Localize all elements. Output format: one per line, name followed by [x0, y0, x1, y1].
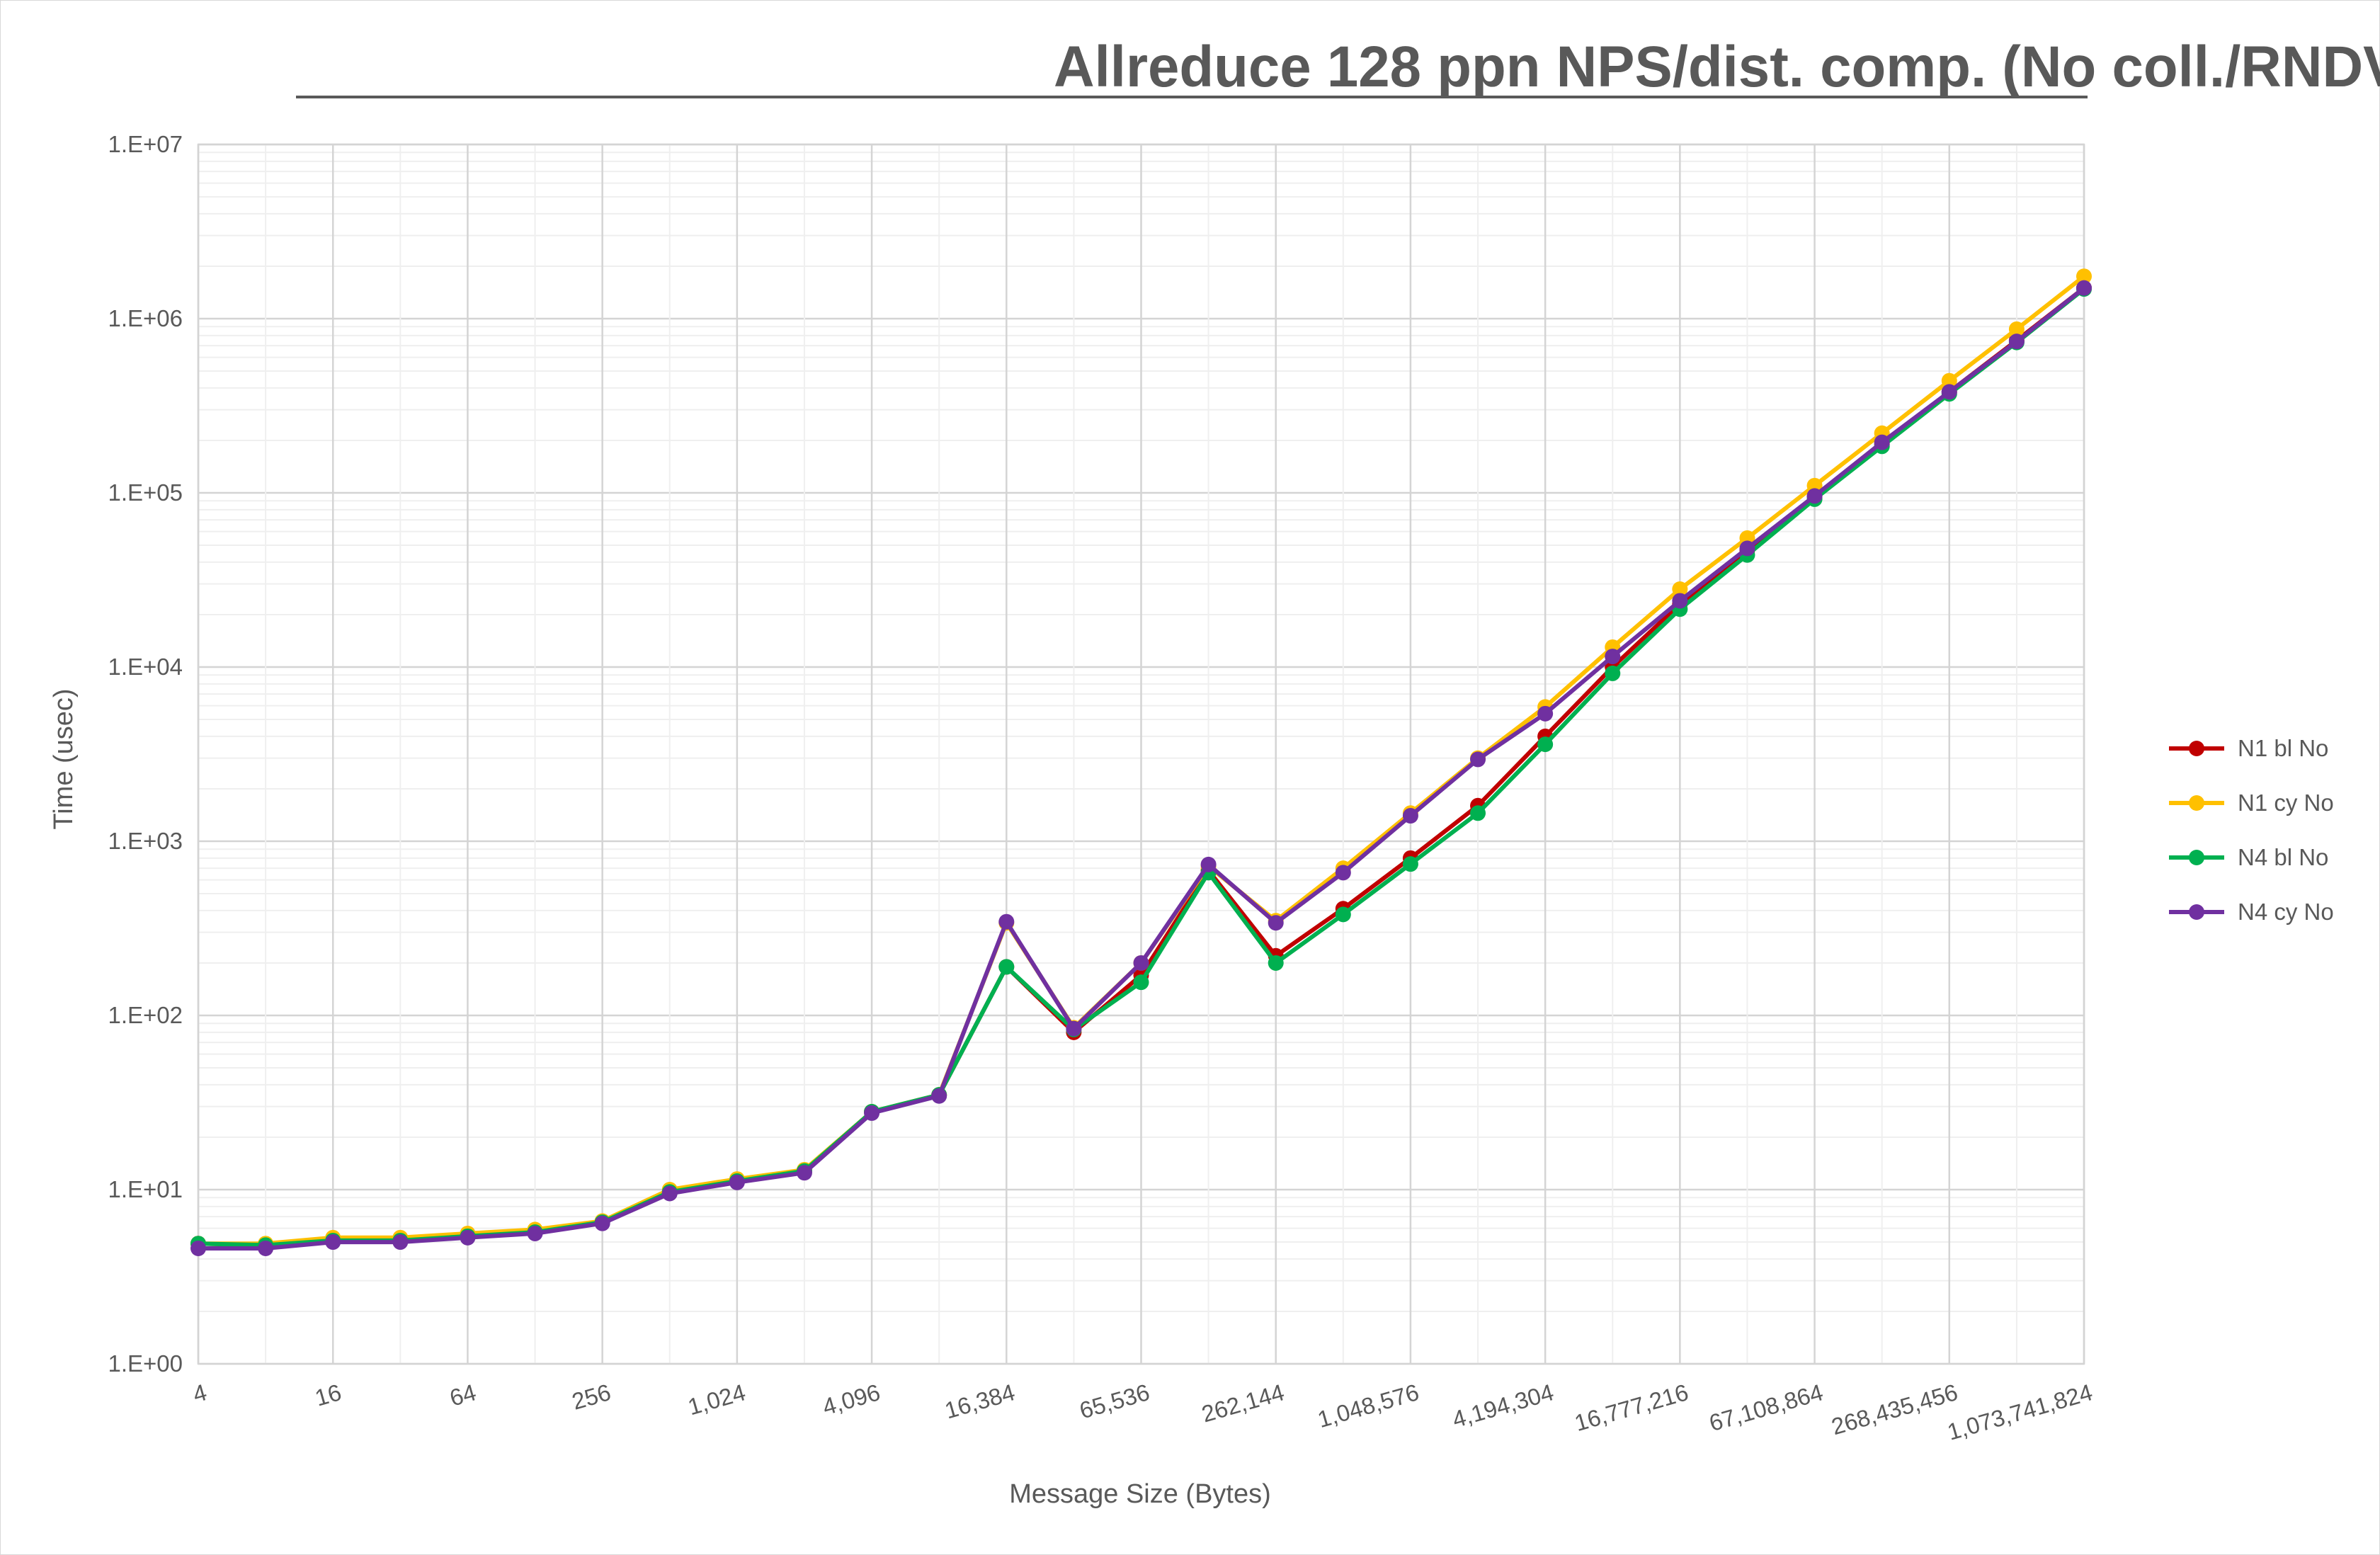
data-point: [1133, 955, 1149, 971]
x-tick-label: 256: [569, 1379, 613, 1415]
data-point: [729, 1174, 745, 1190]
data-point: [1941, 384, 1957, 400]
data-point: [1470, 751, 1486, 768]
y-tick-label: 1.E+05: [108, 479, 183, 506]
data-point: [325, 1234, 341, 1251]
data-point: [1537, 705, 1554, 722]
data-point: [1537, 736, 1554, 753]
data-point: [998, 913, 1015, 930]
legend-item: N4 cy No: [2169, 899, 2334, 925]
x-tick-label: 65,536: [1076, 1379, 1152, 1423]
legend-swatch-marker: [2189, 741, 2204, 756]
data-point: [2076, 280, 2092, 296]
data-point: [661, 1185, 678, 1202]
data-point: [1605, 665, 1621, 681]
data-point: [931, 1088, 947, 1104]
data-point: [1200, 856, 1217, 872]
data-point: [1268, 955, 1284, 971]
legend-label: N4 cy No: [2238, 899, 2334, 925]
x-tick-label: 16: [312, 1379, 344, 1411]
x-tick-label: 1,048,576: [1315, 1379, 1422, 1432]
data-point: [392, 1234, 409, 1251]
data-point: [1739, 540, 1755, 557]
data-point: [1806, 488, 1823, 504]
data-point: [1066, 1020, 1082, 1037]
legend-label: N1 bl No: [2238, 735, 2328, 761]
legend-label: N4 bl No: [2238, 844, 2328, 870]
data-point: [998, 959, 1015, 975]
x-tick-label: 1,024: [685, 1379, 748, 1420]
data-point: [1672, 593, 1688, 609]
legend-item: N4 bl No: [2169, 844, 2328, 870]
y-tick-label: 1.E+02: [108, 1002, 183, 1028]
data-point: [796, 1165, 812, 1181]
legend-item: N1 cy No: [2169, 790, 2334, 816]
data-point: [1941, 372, 1957, 389]
data-point: [1402, 808, 1418, 824]
data-point: [1605, 649, 1621, 665]
data-point: [1268, 915, 1284, 931]
data-point: [864, 1105, 880, 1121]
y-axis-title: Time (usec): [49, 688, 79, 829]
legend-swatch-marker: [2189, 904, 2204, 920]
x-tick-label: 16,777,216: [1571, 1379, 1691, 1436]
data-point: [1402, 856, 1418, 872]
x-tick-label: 16,384: [942, 1379, 1018, 1423]
data-point: [594, 1215, 610, 1231]
data-point: [2008, 321, 2025, 337]
y-tick-label: 1.E+00: [108, 1350, 183, 1377]
legend-swatch-marker: [2189, 850, 2204, 865]
x-axis-ticks: 4 16 64 256 1,024 4,096 16,384 65,536 262,144 1,0…: [190, 1379, 2095, 1445]
data-point: [460, 1229, 476, 1246]
x-axis-title: Message Size (Bytes): [1009, 1479, 1271, 1509]
legend-label: N1 cy No: [2238, 790, 2334, 816]
x-tick-label: 4: [190, 1379, 210, 1408]
y-axis-ticks: 1.E+00 1.E+01 1.E+02 1.E+03 1.E+04 1.E+05 1.E+…: [108, 131, 183, 1377]
data-point: [258, 1240, 274, 1256]
y-tick-label: 1.E+04: [108, 654, 183, 680]
data-point: [1133, 974, 1149, 991]
y-tick-label: 1.E+03: [108, 828, 183, 854]
data-point: [1335, 906, 1351, 923]
data-point: [2008, 334, 2025, 350]
x-tick-label: 4,096: [819, 1379, 883, 1420]
x-tick-label: 67,108,864: [1707, 1379, 1826, 1436]
data-point: [527, 1225, 543, 1241]
x-tick-label: 262,144: [1199, 1379, 1287, 1427]
grid-layer: [197, 143, 2085, 1365]
chart-title: Allreduce 128 ppn NPS/dist. comp. (No co…: [1054, 35, 2380, 99]
x-tick-label: 4,194,304: [1450, 1379, 1556, 1432]
series-3: [190, 280, 2092, 1256]
x-tick-label: 1,073,741,824: [1945, 1379, 2095, 1445]
data-point: [1672, 581, 1688, 597]
data-point: [190, 1240, 206, 1256]
x-tick-label: 64: [447, 1379, 479, 1411]
data-point: [1470, 805, 1486, 821]
legend-item: N1 bl No: [2169, 735, 2328, 761]
y-tick-label: 1.E+07: [108, 131, 183, 157]
series-layer: [190, 268, 2092, 1256]
data-point: [1335, 865, 1351, 881]
legend: N1 bl No N1 cy No N4 bl No N4 cy No: [2169, 735, 2334, 925]
y-tick-label: 1.E+01: [108, 1176, 183, 1202]
x-tick-label: 268,435,456: [1828, 1379, 1961, 1440]
plot-area-border: [197, 143, 2085, 1365]
data-point: [2076, 268, 2092, 285]
y-tick-label: 1.E+06: [108, 305, 183, 331]
legend-swatch-marker: [2189, 795, 2204, 811]
data-point: [1874, 434, 1890, 450]
